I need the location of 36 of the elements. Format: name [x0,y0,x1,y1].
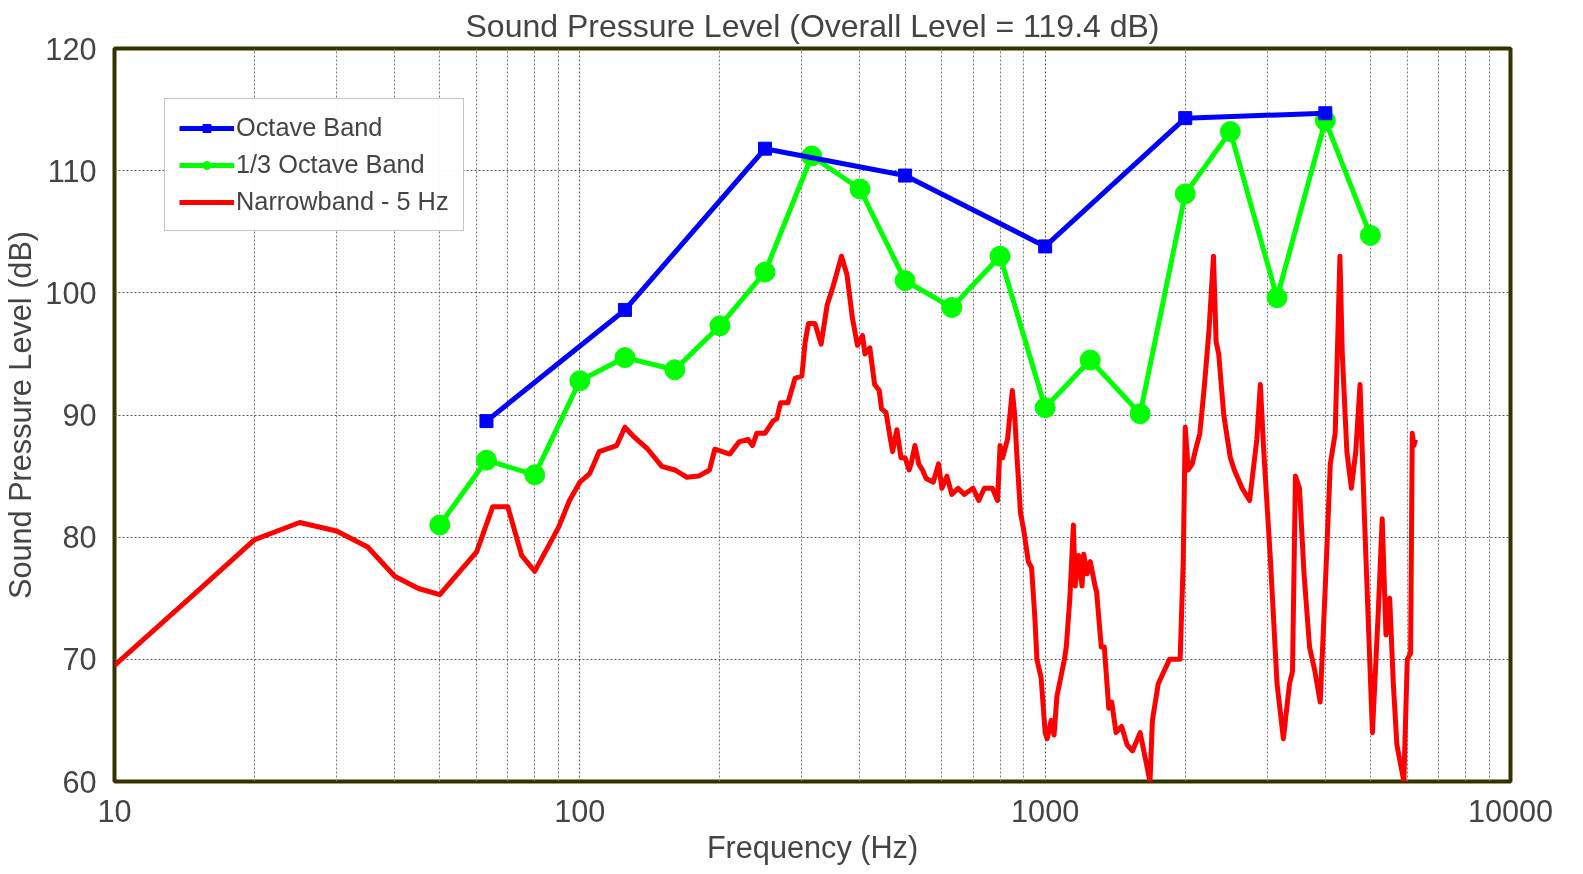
point [475,449,497,471]
y-tick-label: 90 [62,398,97,432]
y-tick-label: 70 [62,642,97,677]
y-tick-label: 60 [62,764,97,799]
point [1079,349,1101,371]
x-tick-label: 1000 [1011,793,1080,828]
point [894,270,916,292]
point [524,464,546,486]
point [1266,287,1288,309]
legend-label: Narrowband - 5 Hz [236,187,449,216]
point [941,297,963,318]
point [569,370,591,392]
point [1034,397,1056,419]
point [429,514,451,536]
x-tick-label: 100 [554,793,606,828]
x-tick-label: 10 [97,793,132,828]
point [1129,403,1151,425]
legend-label: Octave Band [236,113,383,142]
point [709,315,731,337]
y-tick-label: 100 [45,275,97,310]
point [614,347,636,369]
point [1359,224,1381,246]
legend-label: 1/3 Octave Band [236,150,425,179]
y-tick-label: 80 [62,520,97,555]
point [1219,121,1241,143]
y-axis-title: Sound Pressure Level (dB) [3,230,39,600]
chart-title: Sound Pressure Level (Overall Level = 119.4 dB) [465,7,1160,44]
y-tick-label: 120 [45,31,97,66]
point [849,178,871,200]
x-tick-label: 10000 [1467,793,1554,828]
point [754,261,776,283]
point [989,245,1011,267]
point [1174,183,1196,205]
point [664,359,686,381]
y-tick-label: 110 [47,153,97,188]
x-axis-title: Frequency (Hz) [706,829,919,865]
